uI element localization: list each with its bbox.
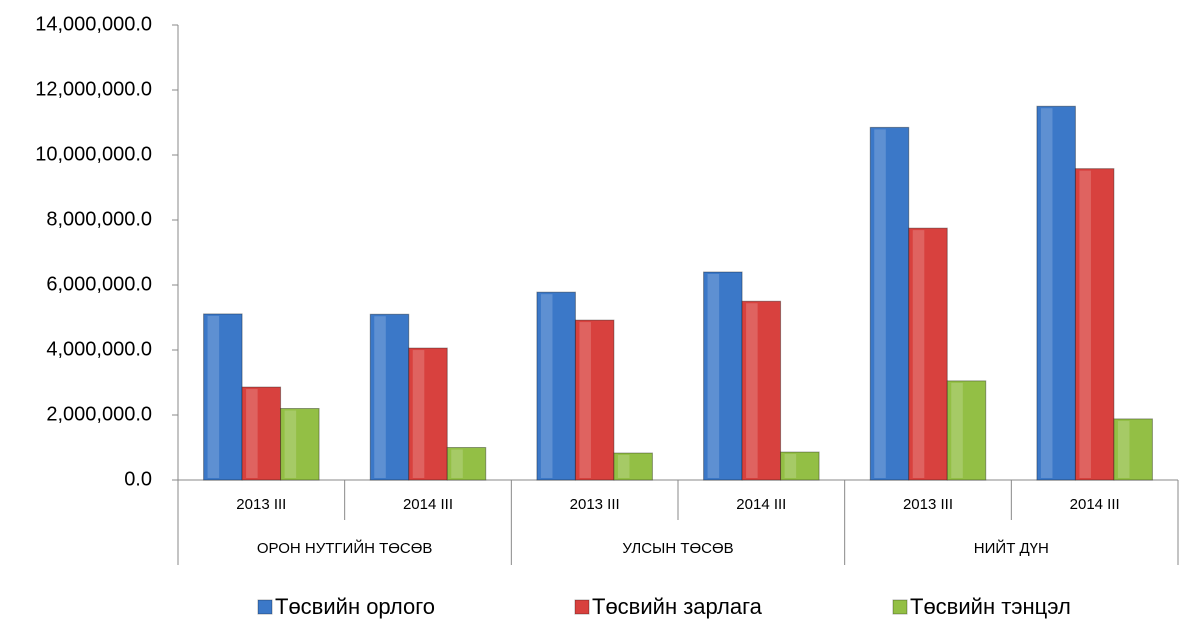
bar-shine	[1040, 108, 1053, 478]
group-label: УЛСЫН ТӨСӨВ	[622, 540, 733, 557]
group-label: НИЙТ ДҮН	[974, 539, 1049, 557]
bar-shine	[284, 410, 297, 478]
y-tick-label: 12,000,000.0	[35, 78, 152, 100]
bar-shine	[707, 274, 720, 478]
bar-shine	[746, 303, 758, 478]
x-tick-label: 2014 III	[1070, 496, 1120, 513]
bar	[574, 319, 615, 481]
bar	[446, 447, 487, 481]
bar-shine	[579, 322, 591, 478]
y-tick-label: 14,000,000.0	[35, 13, 152, 35]
bar	[408, 347, 448, 481]
group-label: ОРОН НУТГИЙН ТӨСӨВ	[257, 539, 433, 557]
bar	[741, 300, 782, 481]
bar-shine	[540, 294, 553, 478]
legend-label: Төсвийн орлого	[275, 594, 435, 619]
y-tick-label: 8,000,000.0	[46, 208, 152, 230]
legend-swatch	[574, 599, 590, 615]
x-tick-label: 2013 III	[570, 496, 620, 513]
bar	[946, 380, 987, 481]
y-tick-label: 6,000,000.0	[46, 273, 152, 295]
legend-label: Төсвийн тэнцэл	[910, 594, 1071, 619]
bar-shine	[1117, 420, 1130, 478]
bar-shine	[784, 454, 797, 478]
bar-shine	[874, 129, 886, 478]
bar-shine	[912, 230, 925, 478]
bar	[1036, 105, 1076, 481]
bar-shine	[951, 382, 963, 478]
bar	[1113, 418, 1153, 481]
bar	[536, 291, 576, 481]
y-tick-label: 4,000,000.0	[46, 338, 152, 360]
legend-swatch	[257, 599, 273, 615]
bar	[280, 408, 320, 481]
x-tick-label: 2014 III	[736, 496, 786, 513]
legend-swatch	[892, 599, 908, 615]
x-tick-label: 2014 III	[403, 496, 453, 513]
bar	[780, 451, 820, 481]
bar	[241, 386, 282, 481]
bar-shine	[246, 389, 258, 478]
bar	[203, 313, 243, 481]
y-tick-label: 2,000,000.0	[46, 403, 152, 425]
bar	[1074, 168, 1115, 481]
x-tick-label: 2013 III	[236, 496, 286, 513]
bar	[908, 227, 948, 481]
legend-label: Төсвийн зарлага	[592, 594, 763, 619]
bar-shine	[1079, 170, 1091, 478]
bar	[369, 313, 410, 481]
bar	[613, 452, 653, 481]
y-tick-label: 10,000,000.0	[35, 143, 152, 165]
x-tick-label: 2013 III	[903, 496, 953, 513]
bar-shine	[374, 316, 386, 478]
bar-shine	[617, 455, 630, 478]
y-tick-label: 0.0	[124, 468, 152, 490]
bar-shine	[451, 449, 463, 478]
bar-shine	[207, 315, 220, 478]
bar-shine	[412, 350, 425, 478]
